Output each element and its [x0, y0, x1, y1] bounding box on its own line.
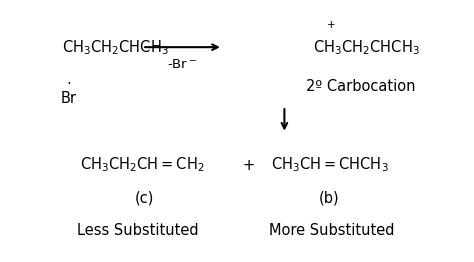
- Text: (c): (c): [135, 190, 154, 205]
- Text: CH$_3$CH$_2$CH$=$CH$_2$: CH$_3$CH$_2$CH$=$CH$_2$: [80, 156, 204, 174]
- Text: (b): (b): [319, 190, 340, 205]
- Text: +: +: [243, 157, 255, 173]
- Text: Less Substituted: Less Substituted: [77, 223, 198, 238]
- Text: -Br$^-$: -Br$^-$: [167, 58, 198, 71]
- Text: CH$_3$CH$_2$CHCH$_3$: CH$_3$CH$_2$CHCH$_3$: [62, 38, 168, 57]
- Text: $^+$: $^+$: [324, 20, 335, 35]
- Text: Br: Br: [61, 91, 77, 106]
- Text: 2º Carbocation: 2º Carbocation: [306, 79, 415, 94]
- Text: CH$_3$CH$=$CHCH$_3$: CH$_3$CH$=$CHCH$_3$: [271, 156, 388, 174]
- Text: CH$_3$CH$_2$CHCH$_3$: CH$_3$CH$_2$CHCH$_3$: [313, 38, 419, 57]
- Text: More Substituted: More Substituted: [269, 223, 394, 238]
- Text: $\cdot$: $\cdot$: [66, 74, 71, 89]
